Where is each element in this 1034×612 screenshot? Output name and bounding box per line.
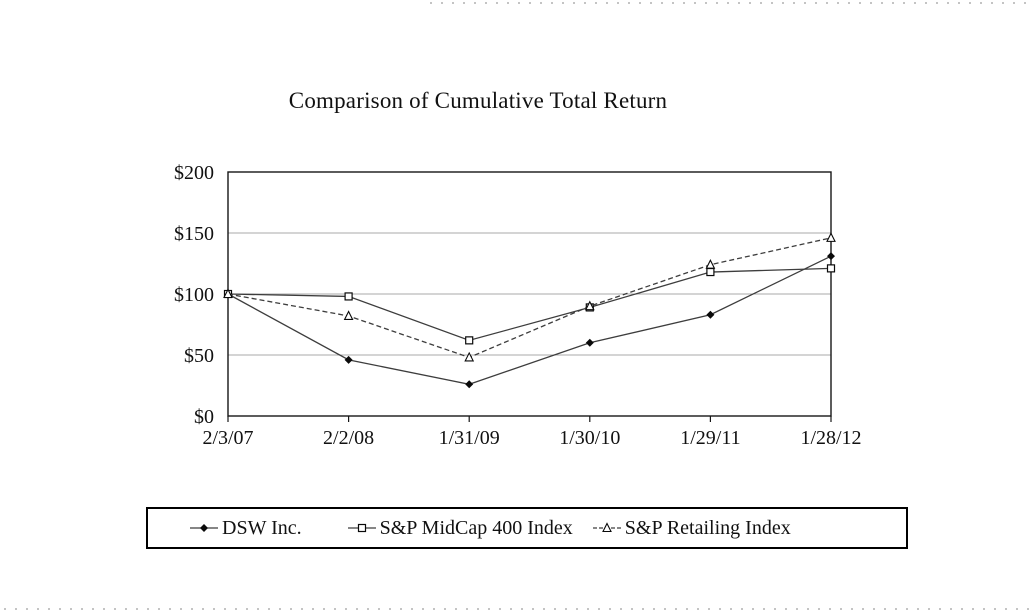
series-line-dsw-inc- bbox=[227, 255, 832, 385]
dsw-legend-marker-icon bbox=[190, 524, 218, 532]
legend-item-sp-retailing: S&P Retailing Index bbox=[592, 516, 791, 540]
page-edge-dotted-line-bottom bbox=[4, 608, 1030, 610]
triangle-marker-icon bbox=[705, 258, 716, 269]
chart-title: Comparison of Cumulative Total Return bbox=[288, 88, 668, 113]
legend-label-sp-retailing: S&P Retailing Index bbox=[624, 516, 791, 539]
diamond-marker-icon bbox=[585, 338, 594, 347]
sp-retailing-legend-marker-icon bbox=[592, 522, 621, 533]
x-axis-tick-label: 1/31/09 bbox=[439, 427, 500, 449]
square-marker-icon bbox=[344, 292, 353, 301]
y-axis-tick-label: $200 bbox=[174, 162, 214, 184]
legend-item-sp-midcap-400: S&P MidCap 400 Index bbox=[347, 516, 573, 540]
x-axis-tick-label: 1/28/12 bbox=[800, 427, 861, 449]
page-edge-dotted-line-top bbox=[430, 2, 1030, 4]
square-marker-icon bbox=[706, 267, 715, 277]
x-axis-tick-label: 1/30/10 bbox=[559, 427, 620, 449]
triangle-marker-icon bbox=[343, 310, 354, 321]
diamond-marker-icon bbox=[827, 252, 835, 261]
triangle-marker-icon bbox=[223, 288, 233, 299]
y-axis-tick-label: $50 bbox=[184, 345, 214, 367]
x-axis-tick-label: 1/29/11 bbox=[680, 427, 740, 449]
diamond-marker-icon bbox=[706, 310, 715, 319]
diamond-marker-icon bbox=[465, 380, 474, 389]
y-axis-tick-label: $100 bbox=[174, 284, 214, 306]
series-line-s-p-midcap-400-index bbox=[227, 267, 832, 342]
triangle-marker-icon bbox=[584, 300, 595, 311]
y-axis-tick-label: $0 bbox=[194, 406, 214, 428]
legend-item-dsw: DSW Inc. bbox=[190, 517, 302, 540]
legend-label-dsw: DSW Inc. bbox=[222, 516, 302, 539]
triangle-marker-icon bbox=[601, 522, 612, 533]
chart-legend: DSW Inc. S&P MidCap 400 Index S&P Retail… bbox=[146, 507, 908, 549]
x-axis-tick-label: 2/2/08 bbox=[323, 427, 374, 449]
diamond-marker-icon bbox=[344, 355, 353, 364]
x-axis-tick-label: 2/3/07 bbox=[202, 427, 253, 449]
line-chart-plot: $0 $50 $100 $150 $200 2/3/07 2/2/08 1/31/09 1/30… bbox=[174, 162, 862, 449]
square-marker-icon bbox=[826, 264, 836, 273]
triangle-marker-icon bbox=[464, 351, 475, 362]
triangle-marker-icon bbox=[826, 232, 836, 242]
legend-label-sp-midcap-400: S&P MidCap 400 Index bbox=[379, 516, 573, 539]
square-marker-icon bbox=[465, 336, 474, 345]
sp-midcap-legend-marker-icon bbox=[347, 523, 376, 533]
y-axis-tick-label: $150 bbox=[174, 223, 214, 245]
series-line-s-p-retailing-index bbox=[227, 237, 832, 359]
diamond-marker-icon bbox=[200, 524, 208, 532]
square-marker-icon bbox=[357, 523, 366, 533]
